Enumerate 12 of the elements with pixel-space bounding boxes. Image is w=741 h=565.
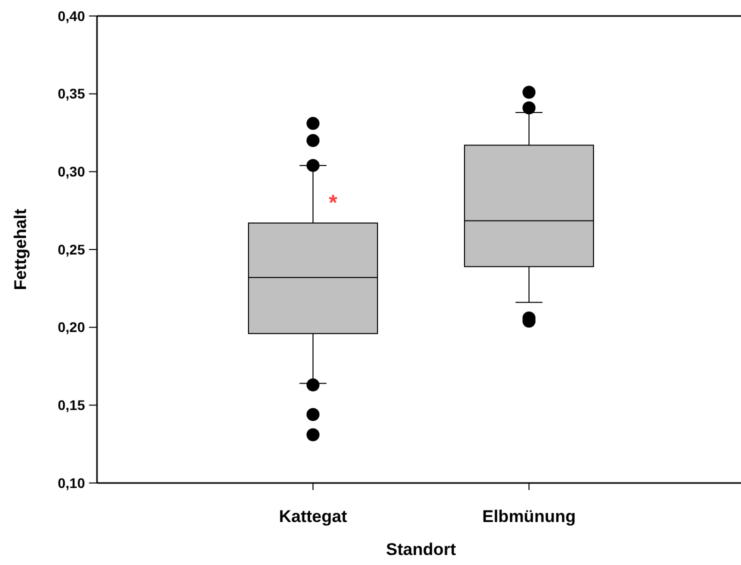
y-tick-label: 0,40 <box>58 8 86 24</box>
y-tick-label: 0,30 <box>58 164 86 180</box>
x-axis-title: Standort <box>386 540 456 559</box>
x-tick-label: Elbmünung <box>482 507 576 526</box>
y-tick-label: 0,25 <box>58 241 86 258</box>
y-tick-label: 0,10 <box>58 474 86 491</box>
y-tick-label: 0,15 <box>58 397 86 414</box>
annotation: * <box>328 190 338 215</box>
y-tick-label: 0,35 <box>58 86 86 102</box>
x-tick-label: Kattegat <box>278 507 348 526</box>
y-axis-title: Fettgehalt <box>11 208 30 290</box>
y-tick-label: 0,20 <box>58 319 86 336</box>
